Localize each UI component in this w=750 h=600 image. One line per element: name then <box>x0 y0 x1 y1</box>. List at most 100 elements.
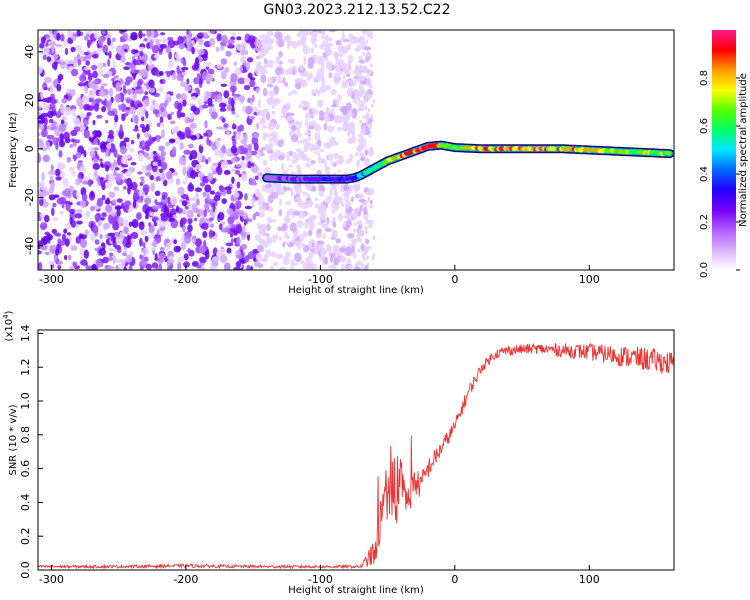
noise-blob <box>344 200 352 209</box>
noise-blob <box>58 150 63 158</box>
noise-blob <box>60 104 66 114</box>
noise-blob <box>183 253 189 261</box>
noise-blob <box>120 155 129 164</box>
noise-blob <box>355 237 362 243</box>
noise-blob <box>107 110 116 116</box>
noise-blob <box>335 40 342 46</box>
noise-blob <box>361 232 365 237</box>
noise-blob <box>371 103 374 108</box>
noise-blob <box>123 66 130 71</box>
noise-blob <box>207 68 215 75</box>
spectrogram-data <box>38 30 674 270</box>
noise-blob <box>105 119 109 124</box>
noise-blob <box>85 60 90 66</box>
noise-blob <box>124 48 128 53</box>
noise-blob <box>352 251 357 259</box>
noise-blob <box>158 168 164 174</box>
noise-blob <box>132 74 136 80</box>
svg-text:(x104): (x104) <box>2 310 15 341</box>
noise-blob <box>337 255 341 262</box>
noise-blob <box>308 125 315 130</box>
noise-blob <box>117 216 124 224</box>
noise-blob <box>257 99 261 109</box>
noise-blob <box>342 121 350 130</box>
noise-blob <box>226 189 232 195</box>
noise-blob <box>350 196 354 203</box>
noise-blob <box>355 263 358 267</box>
noise-blob <box>360 263 365 270</box>
noise-blob <box>179 112 186 118</box>
noise-blob <box>225 242 234 247</box>
noise-blob <box>194 47 199 52</box>
noise-blob <box>96 197 104 207</box>
noise-blob <box>240 259 247 264</box>
noise-blob <box>226 208 234 216</box>
noise-blob <box>363 246 367 251</box>
noise-blob <box>136 212 142 221</box>
noise-blob <box>130 181 138 191</box>
noise-blob <box>369 55 372 60</box>
noise-blob <box>333 117 339 123</box>
noise-blob <box>144 91 149 95</box>
noise-blob <box>299 73 305 77</box>
noise-blob <box>115 81 122 92</box>
noise-blob <box>196 198 200 206</box>
noise-blob <box>302 262 310 270</box>
noise-blob <box>105 181 113 188</box>
noise-blob <box>154 190 161 197</box>
noise-blob <box>344 79 349 89</box>
noise-blob <box>188 143 194 149</box>
noise-blob <box>82 180 89 185</box>
y-tick-label: -20 <box>23 188 36 206</box>
noise-blob <box>91 225 99 233</box>
noise-blob <box>191 47 196 55</box>
noise-blob <box>56 260 63 265</box>
noise-blob <box>122 84 127 93</box>
noise-blob <box>93 138 99 146</box>
noise-blob <box>267 237 273 245</box>
noise-blob <box>145 214 149 220</box>
noise-blob <box>96 114 103 119</box>
noise-blob <box>211 106 216 111</box>
noise-blob <box>151 216 159 221</box>
noise-blob <box>94 103 99 112</box>
noise-blob <box>347 54 353 64</box>
noise-blob <box>108 255 113 262</box>
noise-blob <box>325 49 332 56</box>
noise-blob <box>334 153 338 158</box>
noise-blob <box>290 265 295 270</box>
noise-blob <box>121 43 130 53</box>
noise-blob <box>202 230 208 239</box>
noise-blob <box>357 97 361 102</box>
noise-blob <box>45 43 48 47</box>
noise-blob <box>240 173 248 181</box>
noise-blob <box>328 72 333 79</box>
noise-blob <box>63 131 70 141</box>
noise-blob <box>303 143 309 153</box>
noise-blob <box>228 43 233 48</box>
noise-blob <box>126 99 132 104</box>
noise-blob <box>180 81 187 87</box>
noise-blob <box>149 174 155 181</box>
noise-blob <box>311 242 315 248</box>
noise-blob <box>139 46 145 51</box>
noise-blob <box>56 32 61 41</box>
noise-blob <box>83 119 88 125</box>
noise-blob <box>170 168 176 173</box>
noise-blob <box>201 222 209 230</box>
noise-blob <box>347 43 351 51</box>
noise-blob <box>166 212 173 218</box>
noise-blob <box>308 251 314 260</box>
noise-blob <box>304 220 309 230</box>
noise-blob <box>97 220 102 227</box>
noise-blob <box>236 181 241 189</box>
noise-blob <box>274 67 283 76</box>
noise-blob <box>278 208 282 217</box>
noise-blob <box>48 30 53 38</box>
noise-blob <box>181 200 188 207</box>
x-tick-label: -200 <box>173 273 198 286</box>
noise-blob <box>158 86 164 93</box>
noise-blob <box>108 247 115 252</box>
noise-blob <box>48 260 56 265</box>
